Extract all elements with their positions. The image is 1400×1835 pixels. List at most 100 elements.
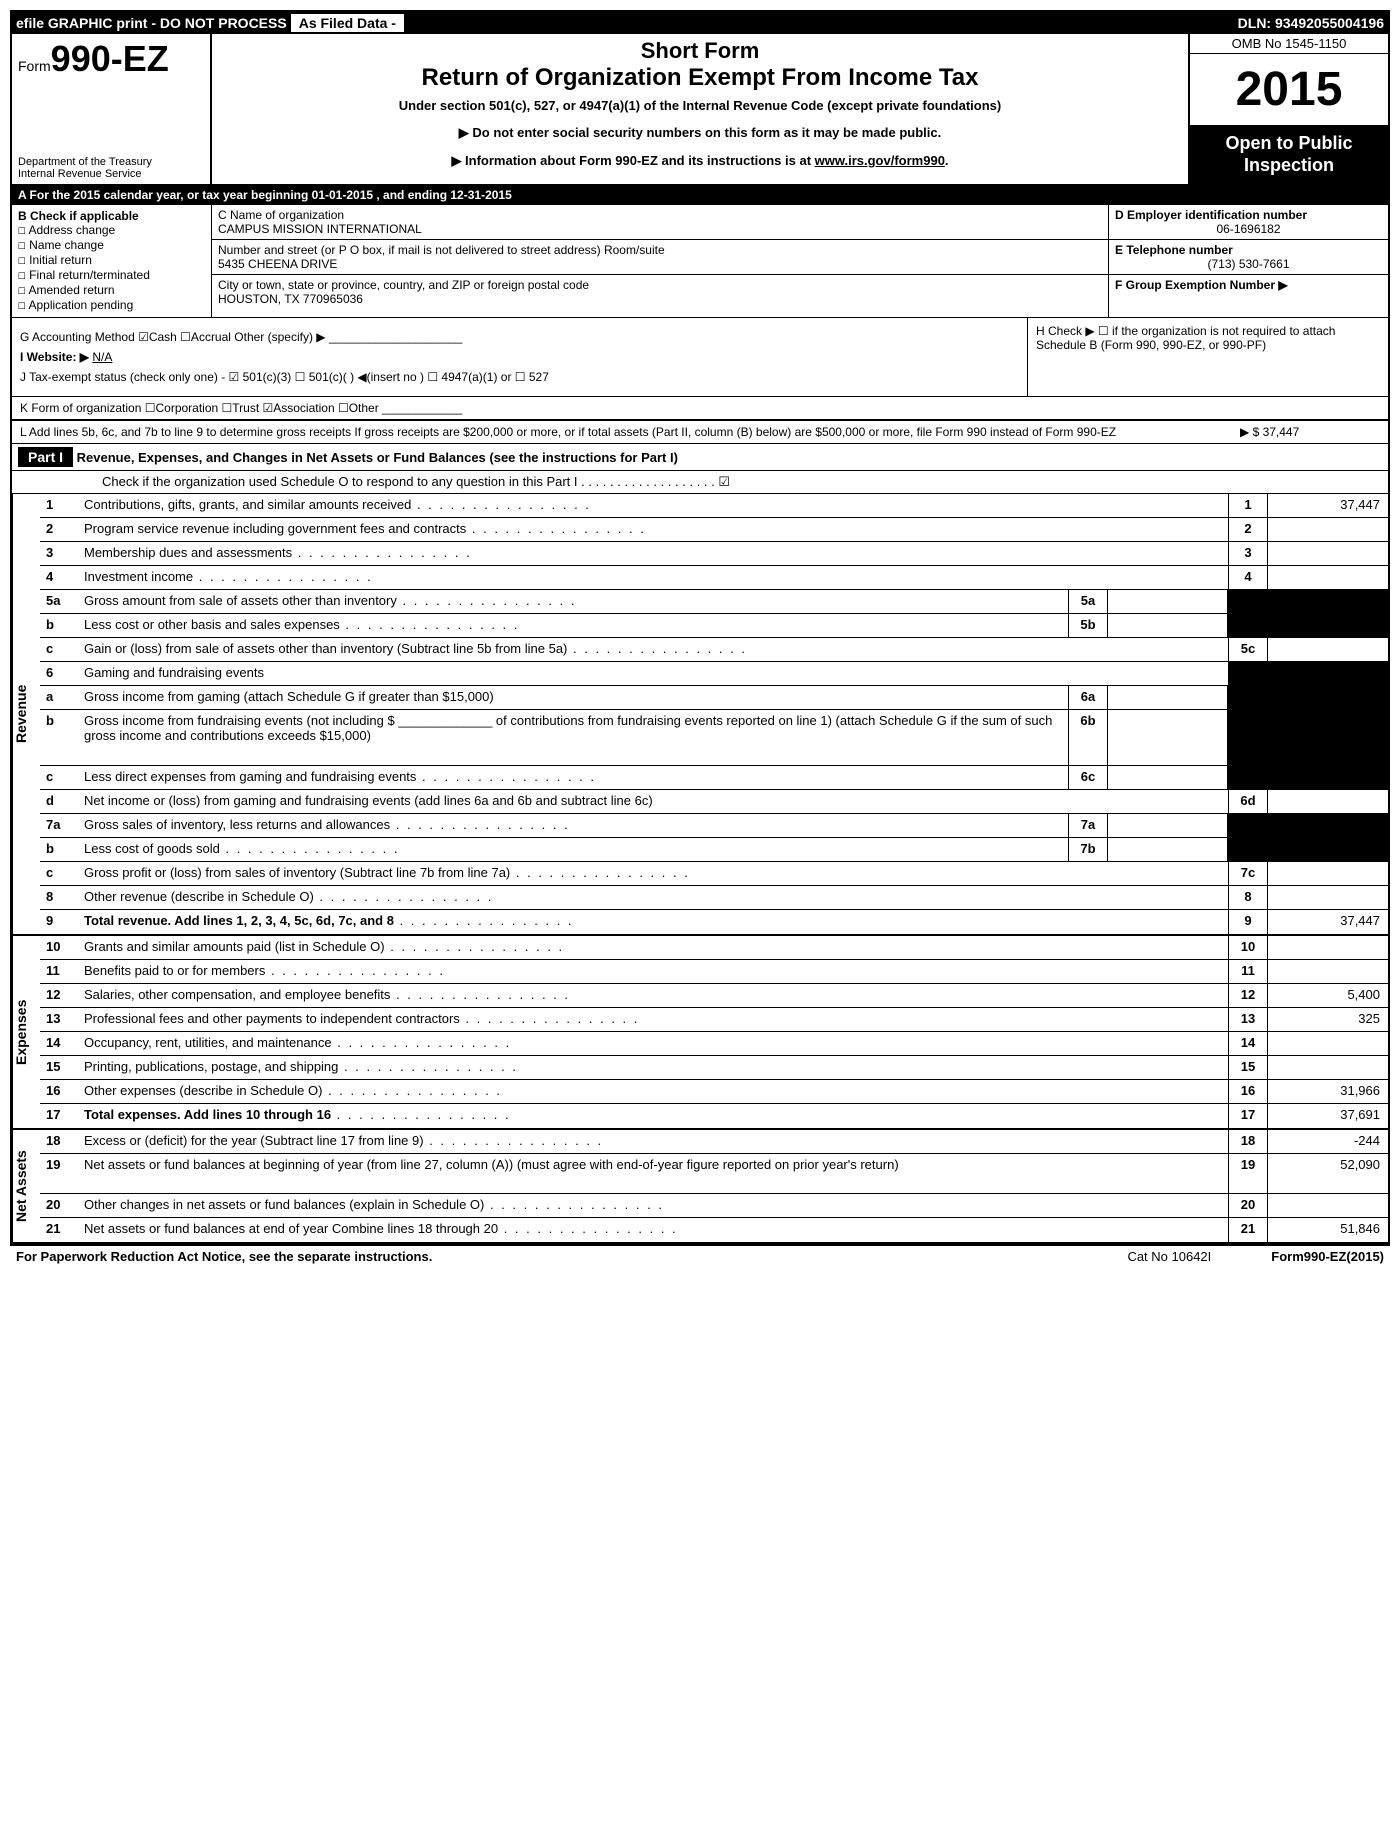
line-6b: bGross income from fundraising events (n… (40, 710, 1388, 766)
line-6: 6Gaming and fundraising events (40, 662, 1388, 686)
page-footer: For Paperwork Reduction Act Notice, see … (10, 1246, 1390, 1267)
row-a-tax-year: A For the 2015 calendar year, or tax yea… (12, 186, 1388, 205)
line-19: 19Net assets or fund balances at beginni… (40, 1154, 1388, 1194)
line-5c: cGain or (loss) from sale of assets othe… (40, 638, 1388, 662)
form-number: Form990-EZ (18, 38, 204, 80)
revenue-side-label: Revenue (12, 494, 40, 934)
footer-cat-no: Cat No 10642I (1127, 1249, 1211, 1264)
dln-value: 93492055004196 (1275, 15, 1384, 31)
cb-address-change[interactable]: ☐ Address change (18, 223, 205, 238)
c-street-value: 5435 CHEENA DRIVE (218, 257, 1102, 271)
form-990ez: efile GRAPHIC print - DO NOT PROCESS As … (10, 10, 1390, 1246)
c-city-value: HOUSTON, TX 770965036 (218, 292, 1102, 306)
title-line1: Short Form (220, 38, 1180, 64)
section-bcdef: B Check if applicable ☐ Address change ☐… (12, 205, 1388, 318)
l-value: ▶ $ 37,447 (1220, 425, 1380, 439)
line-5b: bLess cost or other basis and sales expe… (40, 614, 1388, 638)
part-i-title: Revenue, Expenses, and Changes in Net As… (77, 450, 678, 465)
i-label: I Website: ▶ (20, 350, 89, 364)
c-city-label: City or town, state or province, country… (218, 278, 1102, 292)
b-title: B Check if applicable (18, 209, 205, 223)
c-name-label: C Name of organization (218, 208, 1102, 222)
part-i-check: Check if the organization used Schedule … (12, 471, 1388, 494)
line-7c: cGross profit or (loss) from sales of in… (40, 862, 1388, 886)
footer-year: (2015) (1346, 1249, 1384, 1264)
header-right: OMB No 1545-1150 2015 Open to Public Ins… (1188, 34, 1388, 184)
subtitle: Under section 501(c), 527, or 4947(a)(1)… (220, 98, 1180, 113)
f-label: F Group Exemption Number ▶ (1115, 278, 1288, 292)
dept-line1: Department of the Treasury (18, 156, 204, 168)
form-header: Form990-EZ Department of the Treasury In… (12, 34, 1388, 186)
footer-left: For Paperwork Reduction Act Notice, see … (16, 1249, 432, 1264)
line-6a: aGross income from gaming (attach Schedu… (40, 686, 1388, 710)
line-1: 1Contributions, gifts, grants, and simil… (40, 494, 1388, 518)
line-4: 4Investment income4 (40, 566, 1388, 590)
line-7b: bLess cost of goods sold7b (40, 838, 1388, 862)
line-21: 21Net assets or fund balances at end of … (40, 1218, 1388, 1242)
footer-form: 990-EZ (1304, 1249, 1347, 1264)
e-phone-cell: E Telephone number (713) 530-7661 (1109, 240, 1388, 275)
column-c-org-info: C Name of organization CAMPUS MISSION IN… (212, 205, 1108, 317)
open-to-public: Open to Public Inspection (1190, 125, 1388, 184)
expenses-side-label: Expenses (12, 936, 40, 1128)
line-13: 13Professional fees and other payments t… (40, 1008, 1388, 1032)
revenue-table: Revenue 1Contributions, gifts, grants, a… (12, 494, 1388, 936)
cb-application-pending[interactable]: ☐ Application pending (18, 298, 205, 313)
d-ein-cell: D Employer identification number 06-1696… (1109, 205, 1388, 240)
title-line2: Return of Organization Exempt From Incom… (220, 64, 1180, 92)
ssn-warning: ▶ Do not enter social security numbers o… (220, 125, 1180, 141)
irs-link[interactable]: www.irs.gov/form990 (815, 153, 945, 168)
footer-pre: Form (1271, 1249, 1304, 1264)
form-number-big: 990-EZ (51, 38, 169, 79)
open-line1: Open to Public (1194, 133, 1384, 155)
line-12: 12Salaries, other compensation, and empl… (40, 984, 1388, 1008)
info-post: . (945, 153, 949, 168)
footer-form-ref: Form990-EZ(2015) (1271, 1249, 1384, 1264)
l-gross-receipts: L Add lines 5b, 6c, and 7b to line 9 to … (12, 420, 1388, 444)
dept-line2: Internal Revenue Service (18, 168, 204, 180)
line-9: 9Total revenue. Add lines 1, 2, 3, 4, 5c… (40, 910, 1388, 934)
netassets-body: 18Excess or (deficit) for the year (Subt… (40, 1130, 1388, 1242)
line-8: 8Other revenue (describe in Schedule O)8 (40, 886, 1388, 910)
i-value: N/A (92, 350, 112, 364)
line-14: 14Occupancy, rent, utilities, and mainte… (40, 1032, 1388, 1056)
org-name-cell: C Name of organization CAMPUS MISSION IN… (212, 205, 1108, 240)
h-schedule-b: H Check ▶ ☐ if the organization is not r… (1028, 318, 1388, 396)
cb-name-change[interactable]: ☐ Name change (18, 238, 205, 253)
c-street-label: Number and street (or P O box, if mail i… (218, 243, 1102, 257)
cb-amended-return[interactable]: ☐ Amended return (18, 283, 205, 298)
part-i-label: Part I (18, 447, 73, 467)
cb-initial-return[interactable]: ☐ Initial return (18, 253, 205, 268)
line-16: 16Other expenses (describe in Schedule O… (40, 1080, 1388, 1104)
column-def: D Employer identification number 06-1696… (1108, 205, 1388, 317)
line-15: 15Printing, publications, postage, and s… (40, 1056, 1388, 1080)
g-accounting-method: G Accounting Method ☑Cash ☐Accrual Other… (20, 330, 1019, 344)
netassets-table: Net Assets 18Excess or (deficit) for the… (12, 1130, 1388, 1244)
f-group-exemption-cell: F Group Exemption Number ▶ (1109, 275, 1388, 295)
e-value: (713) 530-7661 (1115, 257, 1382, 271)
topbar: efile GRAPHIC print - DO NOT PROCESS As … (12, 12, 1388, 34)
cb-final-return[interactable]: ☐ Final return/terminated (18, 268, 205, 283)
dln: DLN: 93492055004196 (1238, 15, 1384, 31)
header-mid: Short Form Return of Organization Exempt… (212, 34, 1188, 184)
line-6d: dNet income or (loss) from gaming and fu… (40, 790, 1388, 814)
expenses-table: Expenses 10Grants and similar amounts pa… (12, 936, 1388, 1130)
part-i-header-row: Part I Revenue, Expenses, and Changes in… (12, 444, 1388, 471)
line-7a: 7aGross sales of inventory, less returns… (40, 814, 1388, 838)
expenses-body: 10Grants and similar amounts paid (list … (40, 936, 1388, 1128)
i-website: I Website: ▶ N/A (20, 350, 1019, 364)
dln-label: DLN: (1238, 15, 1271, 31)
revenue-body: 1Contributions, gifts, grants, and simil… (40, 494, 1388, 934)
omb-number: OMB No 1545-1150 (1190, 34, 1388, 54)
org-street-cell: Number and street (or P O box, if mail i… (212, 240, 1108, 275)
ghij-left: G Accounting Method ☑Cash ☐Accrual Other… (12, 318, 1028, 396)
tax-year: 2015 (1190, 54, 1388, 125)
line-18: 18Excess or (deficit) for the year (Subt… (40, 1130, 1388, 1154)
line-10: 10Grants and similar amounts paid (list … (40, 936, 1388, 960)
open-line2: Inspection (1194, 155, 1384, 177)
d-label: D Employer identification number (1115, 208, 1382, 222)
line-3: 3Membership dues and assessments3 (40, 542, 1388, 566)
dept-info: Department of the Treasury Internal Reve… (18, 156, 204, 180)
form-prefix: Form (18, 58, 51, 74)
k-form-of-organization: K Form of organization ☐Corporation ☐Tru… (12, 396, 1388, 420)
